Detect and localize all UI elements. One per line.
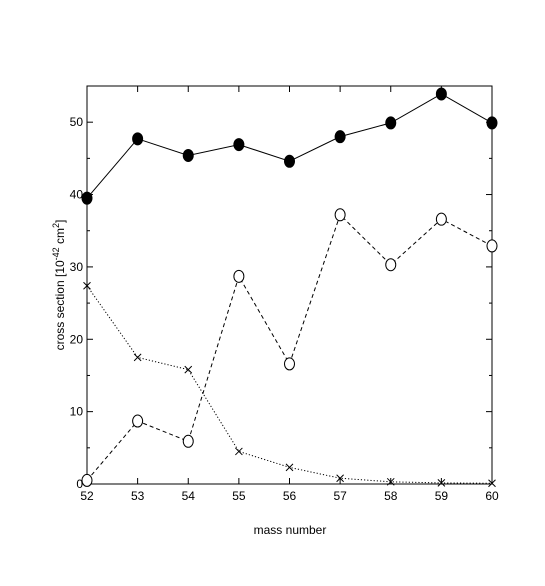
series-3-line [86,285,493,484]
y-axis-label-unit-exponent: 2 [51,223,61,228]
x-tick-label: 59 [435,489,449,503]
data-point-open-circle [435,212,447,226]
series-layer [81,87,498,488]
x-tick-label: 56 [283,489,297,503]
x-axis-label: mass number [254,523,327,537]
data-point-x-marker [133,353,142,362]
x-tick-label: 58 [384,489,398,503]
x-tick-label: 57 [333,489,347,503]
data-point-filled-circle [182,148,194,162]
data-point-x-marker [336,474,344,483]
plot-frame [86,85,493,485]
y-tick-label: 40 [70,188,84,202]
x-marker-stroke [386,477,395,486]
data-point-open-circle [132,414,144,428]
data-point-open-circle [385,258,397,272]
x-marker-stroke [336,474,344,483]
data-point-x-marker [285,463,294,472]
data-point-x-marker [488,479,496,488]
x-marker-stroke [184,365,193,374]
x-tick-label: 52 [80,489,94,503]
x-marker-stroke [488,479,496,488]
data-point-x-marker [184,365,193,374]
y-tick-label: 30 [70,260,84,274]
data-point-open-circle [334,208,346,222]
x-tick-label: 60 [485,489,499,503]
data-point-open-circle [81,473,93,487]
data-point-x-marker [235,447,243,456]
y-tick-label: 10 [70,405,84,419]
series-3 [83,281,496,488]
x-marker-stroke [437,479,446,487]
x-marker-stroke [83,281,91,290]
data-point-x-marker [386,477,395,486]
x-axis-ticks: 52 53 54 55 56 57 58 59 60 [80,86,499,503]
series-1 [81,87,498,205]
x-marker-stroke [235,447,243,456]
data-point-open-circle [284,357,295,371]
y-axis-label-exponent: -42 [51,247,61,260]
y-tick-label: 0 [76,477,83,491]
data-point-open-circle [486,239,498,253]
y-tick-label: 50 [70,115,84,129]
series-1-line [86,93,493,199]
data-point-filled-circle [334,130,346,144]
y-axis-label-close: ] [53,220,67,223]
x-marker-stroke [285,463,294,472]
series-2 [81,208,498,487]
data-point-filled-circle [385,116,397,130]
data-point-open-circle [182,434,194,448]
data-point-filled-circle [233,138,245,152]
data-point-x-marker [437,479,446,487]
data-point-filled-circle [81,191,93,205]
y-tick-label: 20 [70,332,84,346]
data-point-filled-circle [284,154,295,168]
data-point-filled-circle [132,132,144,146]
data-point-filled-circle [435,87,447,101]
x-marker-stroke [133,353,142,362]
y-axis-label: cross section [10-42 cm2] [51,220,67,351]
data-point-filled-circle [486,116,498,130]
data-point-x-marker [83,281,91,290]
y-axis-label-unit: cm [53,228,67,247]
x-tick-label: 54 [182,489,196,503]
y-axis-label-text: cross section [10 [53,260,67,350]
x-tick-label: 53 [131,489,145,503]
series-2-line [86,213,493,481]
y-axis-ticks: 0 10 20 30 40 50 [70,85,492,491]
plot-border [86,85,493,485]
data-point-open-circle [233,269,245,283]
x-tick-label: 55 [232,489,246,503]
